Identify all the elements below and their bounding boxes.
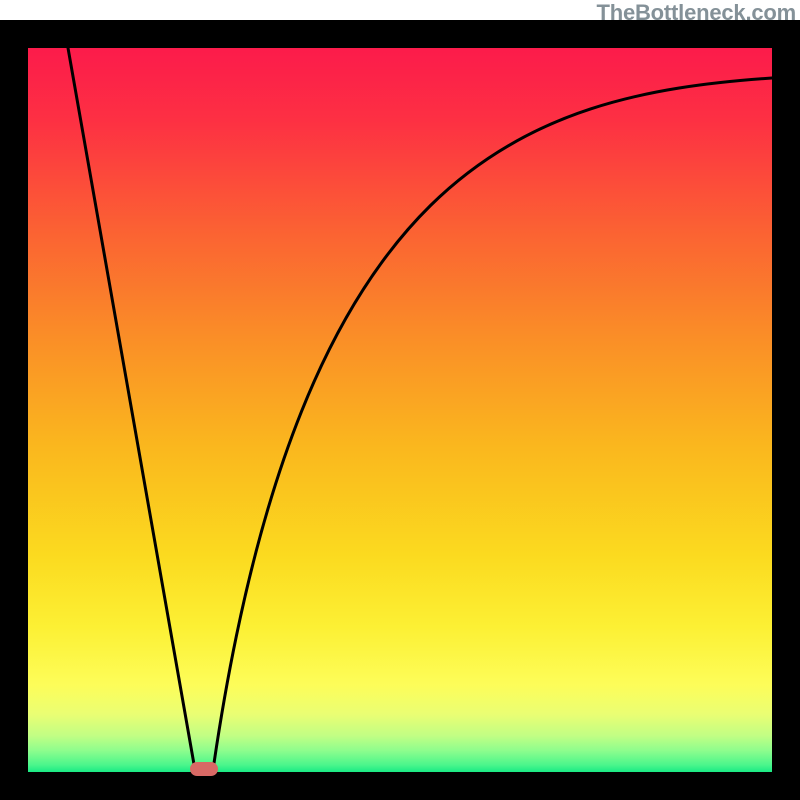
watermark-text: TheBottleneck.com (596, 0, 796, 26)
bottleneck-curve (0, 0, 800, 800)
optimal-point-marker (190, 762, 218, 776)
